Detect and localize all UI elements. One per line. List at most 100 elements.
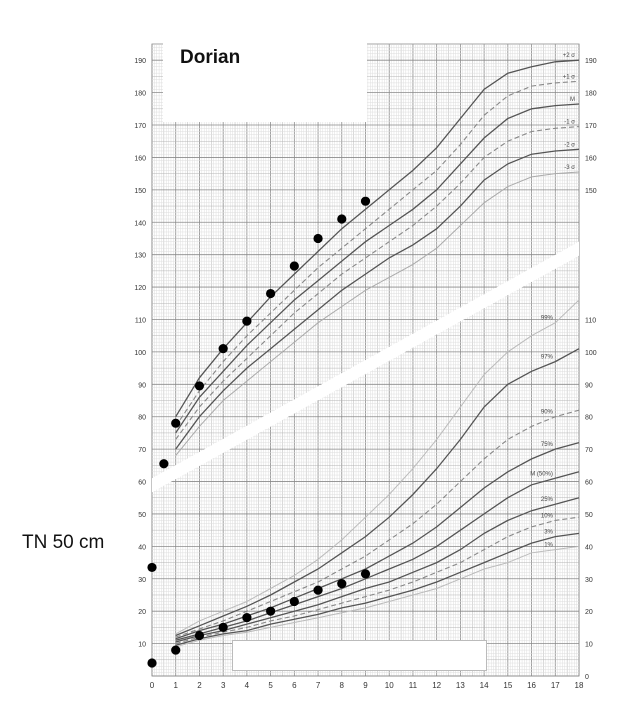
y-tick-label-left: 190 bbox=[134, 58, 146, 65]
weight-data-point bbox=[218, 622, 228, 632]
height-curve-label: -1 σ bbox=[564, 120, 575, 126]
height-curve-2 bbox=[175, 103, 580, 434]
y-tick-label-right: 40 bbox=[585, 544, 593, 551]
y-tick-label-right: 0 bbox=[585, 674, 589, 681]
y-tick-label-right: 170 bbox=[585, 123, 597, 130]
weight-data-point bbox=[360, 569, 371, 579]
weight-curve-6 bbox=[175, 516, 580, 645]
weight-data-point bbox=[194, 630, 205, 641]
height-curve-5 bbox=[175, 171, 580, 456]
weight-data-point bbox=[337, 579, 347, 589]
x-tick-label: 16 bbox=[527, 681, 536, 690]
height-curve-label: M bbox=[570, 97, 575, 103]
height-curve-label: +1 σ bbox=[563, 74, 576, 80]
weight-data-point bbox=[171, 645, 181, 655]
height-curve-0 bbox=[175, 59, 580, 418]
bottom-label-box bbox=[232, 640, 487, 671]
height-data-point bbox=[171, 418, 181, 428]
weight-curve-label: 10% bbox=[541, 513, 554, 519]
y-tick-label-left: 110 bbox=[135, 317, 146, 324]
weight-data-point bbox=[242, 613, 252, 623]
height-curve-3 bbox=[175, 126, 580, 440]
height-data-point bbox=[242, 316, 252, 326]
height-data-point bbox=[360, 196, 371, 206]
height-data-point bbox=[266, 288, 276, 299]
x-tick-label: 3 bbox=[221, 681, 226, 690]
height-data-point bbox=[337, 214, 347, 224]
x-tick-label: 8 bbox=[340, 681, 345, 690]
height-curve-label: +2 σ bbox=[563, 53, 576, 59]
y-tick-label-left: 30 bbox=[138, 577, 146, 584]
y-tick-label-right: 70 bbox=[585, 447, 593, 454]
height-data-point bbox=[289, 261, 299, 271]
weight-data-point bbox=[289, 596, 299, 607]
divider-band bbox=[152, 241, 579, 493]
y-tick-label-left: 170 bbox=[134, 123, 146, 130]
y-tick-label-right: 190 bbox=[585, 58, 597, 65]
y-tick-label-right: 10 bbox=[585, 642, 593, 649]
weight-curve-5 bbox=[175, 497, 580, 643]
y-tick-label-left: 50 bbox=[138, 512, 146, 519]
weight-curve-label: 25% bbox=[541, 497, 554, 503]
birth-length-annotation: TN 50 cm bbox=[22, 532, 105, 553]
weight-curve-label: 3% bbox=[544, 530, 553, 536]
weight-curve-label: M (50%) bbox=[530, 471, 553, 477]
y-tick-label-right: 90 bbox=[585, 382, 593, 389]
axis-ticks: 0 1 2 3 4 5 6 7 8 9 10 11 12 13 14 15 16 17 18102030405060… bbox=[134, 53, 596, 690]
weight-curve-label: 75% bbox=[541, 442, 554, 448]
x-tick-label: 4 bbox=[245, 681, 250, 690]
y-tick-label-left: 100 bbox=[134, 350, 146, 357]
x-tick-label: 12 bbox=[432, 681, 441, 690]
height-curve-1 bbox=[175, 80, 580, 427]
y-tick-label-left: 120 bbox=[134, 285, 146, 292]
name-label-box bbox=[163, 36, 367, 122]
y-tick-label-left: 70 bbox=[138, 447, 146, 454]
y-tick-label-left: 60 bbox=[138, 480, 146, 487]
weight-curve-8 bbox=[175, 545, 580, 648]
height-data-point bbox=[313, 233, 323, 244]
x-tick-label: 1 bbox=[173, 681, 178, 690]
x-tick-label: 0 bbox=[150, 681, 155, 690]
y-tick-label-left: 40 bbox=[138, 544, 146, 551]
x-tick-label: 6 bbox=[292, 681, 297, 690]
y-tick-label-left: 130 bbox=[134, 253, 146, 260]
y-tick-label-right: 150 bbox=[585, 188, 597, 195]
data-points bbox=[147, 196, 371, 668]
y-tick-label-right: 180 bbox=[585, 91, 597, 98]
height-data-point bbox=[218, 344, 228, 354]
patient-name: Dorian bbox=[180, 47, 241, 68]
weight-curve-0 bbox=[175, 299, 580, 635]
y-tick-label-right: 50 bbox=[585, 512, 593, 519]
x-tick-label: 2 bbox=[197, 681, 202, 690]
weight-curve-7 bbox=[175, 532, 580, 646]
height-data-point bbox=[159, 459, 169, 469]
weight-curve-2 bbox=[175, 409, 580, 638]
y-tick-label-right: 110 bbox=[585, 317, 596, 324]
y-tick-label-right: 60 bbox=[585, 480, 593, 487]
reference-curves bbox=[175, 59, 580, 648]
y-tick-label-left: 140 bbox=[134, 220, 146, 227]
height-data-point bbox=[194, 381, 205, 391]
weight-curve-4 bbox=[175, 471, 580, 641]
height-data-point bbox=[147, 562, 157, 573]
weight-data-point bbox=[313, 585, 323, 595]
x-tick-label: 7 bbox=[316, 681, 321, 690]
x-tick-label: 9 bbox=[363, 681, 368, 690]
x-tick-label: 18 bbox=[575, 681, 584, 690]
x-tick-label: 10 bbox=[385, 681, 394, 690]
y-tick-label-right: 80 bbox=[585, 415, 593, 422]
y-tick-label-right: 30 bbox=[585, 577, 593, 584]
y-tick-label-left: 80 bbox=[138, 415, 146, 422]
weight-curve-1 bbox=[175, 348, 580, 637]
height-curve-label: -2 σ bbox=[564, 142, 575, 148]
weight-curve-label: 90% bbox=[541, 410, 554, 416]
y-tick-label-left: 10 bbox=[138, 642, 146, 649]
height-curve-4 bbox=[175, 148, 580, 450]
weight-curve-label: 99% bbox=[541, 316, 554, 322]
x-tick-label: 11 bbox=[409, 681, 418, 690]
height-curve-label: -3 σ bbox=[564, 165, 575, 171]
y-tick-label-right: 100 bbox=[585, 350, 597, 357]
y-tick-label-left: 150 bbox=[134, 188, 146, 195]
y-tick-label-right: 160 bbox=[585, 155, 597, 162]
